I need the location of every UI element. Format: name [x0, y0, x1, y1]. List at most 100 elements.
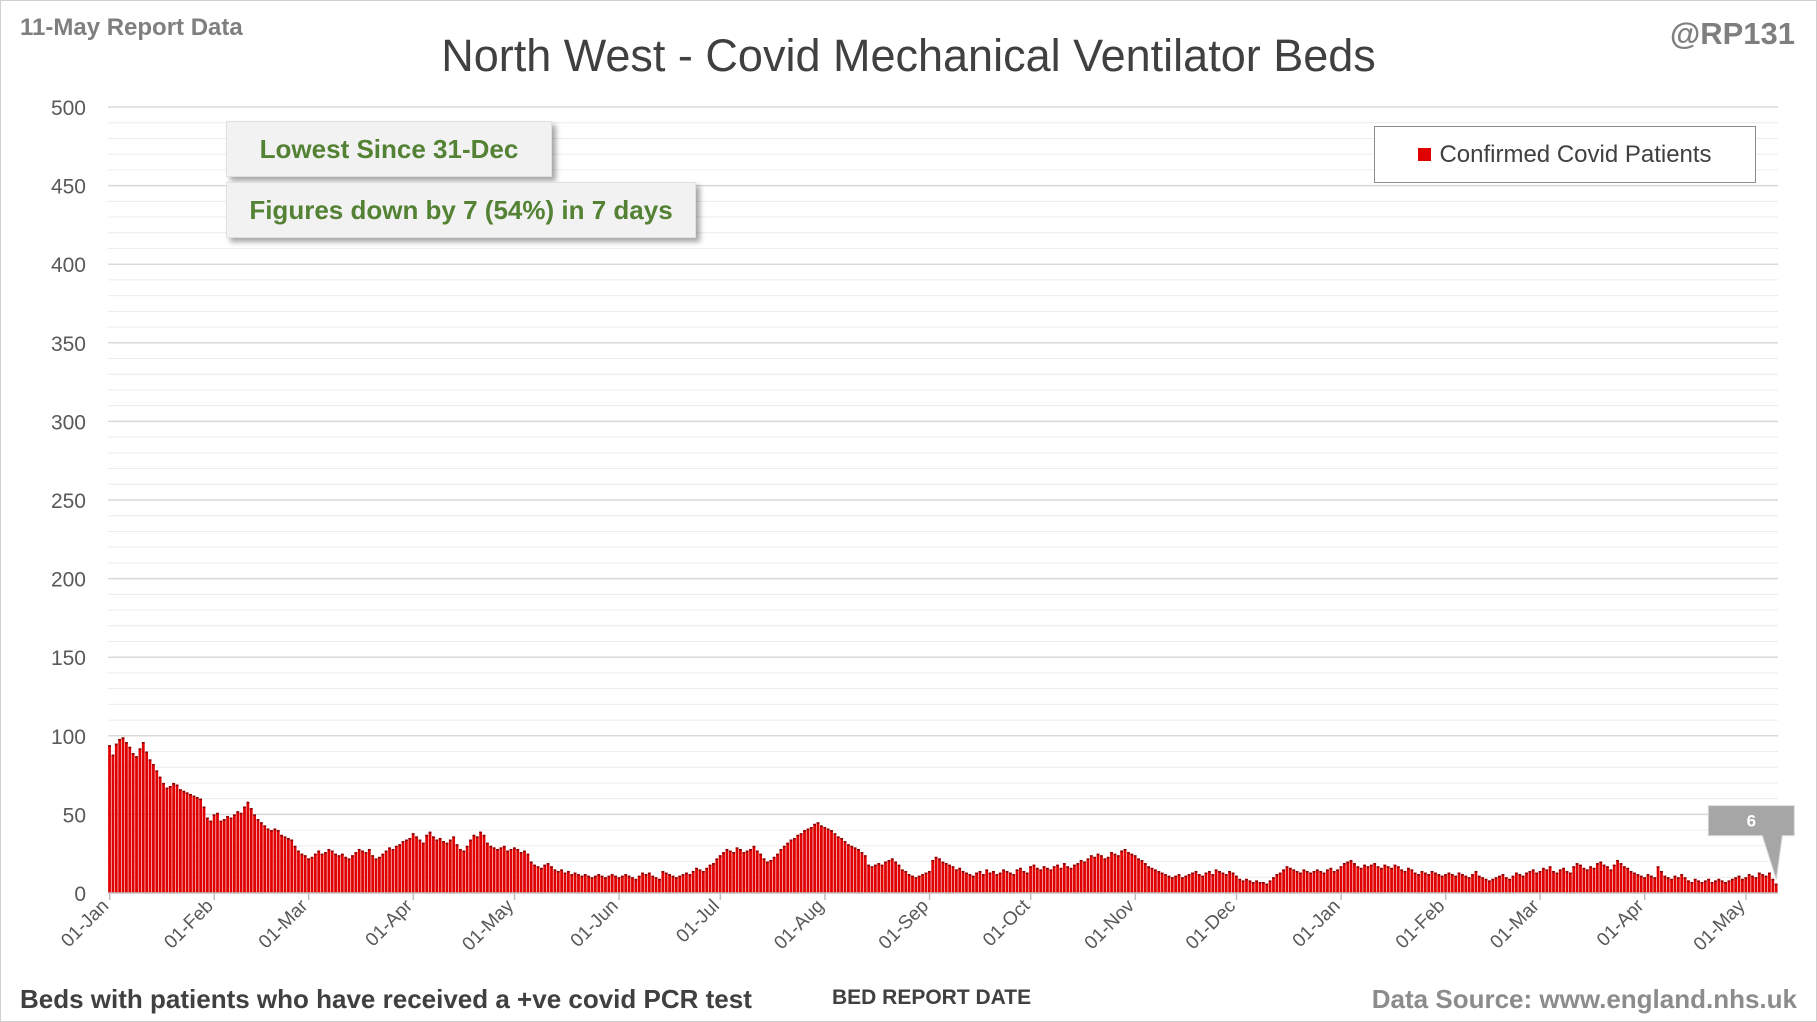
bar — [371, 855, 375, 893]
bar — [1292, 869, 1296, 893]
data-label-callout — [1707, 805, 1795, 880]
bar-top — [472, 834, 476, 837]
bar-top — [499, 847, 503, 850]
bar — [1339, 866, 1343, 893]
bar-top — [1039, 869, 1043, 872]
bar — [1484, 878, 1488, 893]
bar — [232, 814, 236, 893]
bar-top — [506, 850, 510, 853]
bar-top — [550, 866, 553, 868]
bar-top — [367, 848, 371, 851]
bar-top — [712, 863, 715, 865]
bar — [563, 872, 567, 893]
bar-top — [624, 874, 628, 876]
bar-top — [617, 877, 621, 879]
bar — [786, 842, 790, 893]
bar-top — [1410, 869, 1414, 872]
bar — [796, 834, 800, 893]
bar-top — [1690, 881, 1694, 884]
bar-top — [438, 837, 442, 840]
bar — [1329, 867, 1333, 893]
bar-top — [870, 866, 874, 868]
bar-top — [1582, 867, 1586, 870]
bar — [283, 836, 287, 893]
bar-top — [1666, 877, 1670, 879]
bar — [1697, 880, 1700, 893]
bar — [985, 869, 989, 893]
bar — [1430, 870, 1434, 893]
bar-top — [148, 759, 152, 761]
bar-top — [1541, 867, 1545, 870]
bar-top — [1116, 855, 1120, 857]
bar — [954, 869, 958, 893]
bar — [1305, 870, 1309, 893]
bar — [1653, 877, 1657, 893]
bar — [1025, 872, 1029, 893]
bar-top — [846, 844, 850, 846]
bar-top — [1612, 864, 1616, 867]
bar-top — [249, 808, 253, 810]
bar-top — [1103, 858, 1107, 861]
bar — [627, 875, 631, 893]
bar-top — [809, 826, 813, 829]
bar-top — [1211, 874, 1215, 876]
bar — [1116, 855, 1120, 893]
bar-top — [1184, 875, 1188, 878]
bar-top — [1437, 874, 1441, 876]
bar — [1514, 872, 1518, 893]
bar — [1174, 875, 1178, 893]
bar — [577, 874, 580, 893]
bar-top — [1157, 870, 1161, 873]
bar — [1110, 852, 1113, 893]
bar-top — [276, 830, 280, 832]
bar-top — [1363, 864, 1366, 867]
bar-top — [283, 836, 287, 839]
bar — [293, 845, 297, 893]
bar-top — [718, 855, 722, 857]
bar — [1008, 872, 1012, 893]
bar — [114, 743, 118, 893]
bar-top — [1346, 861, 1350, 864]
bar — [303, 855, 307, 893]
bar-top — [769, 859, 773, 862]
bar-top — [465, 845, 469, 848]
bar-top — [1400, 869, 1404, 872]
bar-top — [1127, 852, 1130, 854]
bar-top — [938, 858, 941, 861]
bar — [948, 864, 951, 893]
bar-top — [803, 830, 806, 832]
bar — [1032, 864, 1036, 893]
bar — [1241, 880, 1245, 893]
bar-top — [222, 819, 226, 821]
bar — [1437, 874, 1441, 893]
y-tick-label: 150 — [51, 647, 86, 670]
bar-top — [1656, 866, 1660, 868]
bar-top — [543, 864, 547, 867]
bar-top — [1113, 853, 1117, 856]
bar — [125, 742, 128, 893]
bar — [148, 759, 152, 893]
bar — [938, 858, 941, 893]
bar-top — [786, 842, 790, 845]
bar-top — [1180, 877, 1184, 879]
bar-top — [357, 848, 361, 851]
bar-top — [243, 806, 246, 809]
bar — [759, 853, 763, 893]
y-tick-label: 500 — [51, 97, 86, 120]
bar-top — [1717, 878, 1721, 881]
bar — [108, 745, 111, 893]
bar-top — [1491, 878, 1495, 881]
bar — [911, 875, 914, 893]
bar-top — [1440, 875, 1444, 878]
bar — [1299, 872, 1302, 893]
bar — [374, 858, 378, 893]
bar — [1180, 877, 1184, 893]
bar-top — [1457, 872, 1461, 875]
bar-top — [681, 874, 685, 876]
x-tick-label: 01-Jan — [1289, 896, 1345, 952]
bar-top — [111, 754, 115, 757]
bar — [1268, 880, 1272, 893]
bar — [1248, 880, 1252, 893]
bar-top — [121, 737, 125, 739]
bar-top — [1396, 866, 1400, 868]
